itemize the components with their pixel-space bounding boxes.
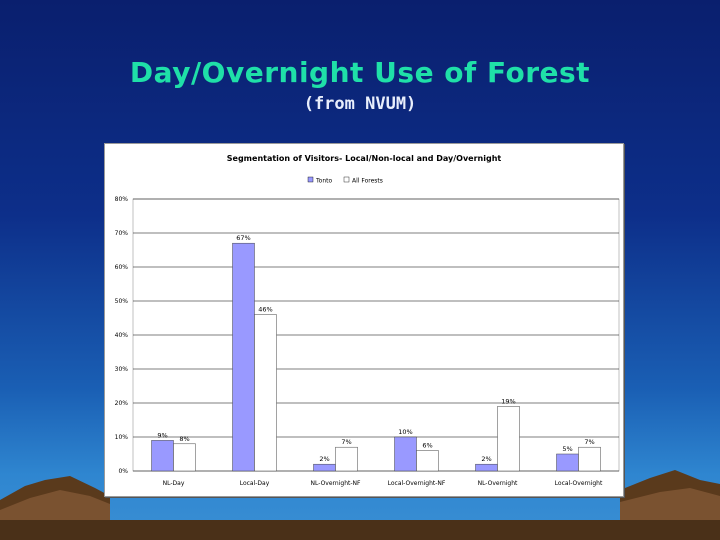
legend-swatch-series2 — [343, 176, 350, 183]
chart-panel: Segmentation of Visitors- Local/Non-loca… — [104, 143, 624, 497]
y-tick-label: 60% — [115, 264, 129, 271]
category-label: NL-Day — [163, 480, 185, 487]
category-label: NL-Overnight — [478, 480, 518, 487]
data-label: 7% — [341, 438, 351, 446]
data-label: 7% — [584, 438, 594, 446]
y-tick-label: 50% — [115, 298, 129, 305]
y-tick-label: 30% — [115, 366, 129, 373]
data-label: 6% — [422, 442, 432, 450]
category-label: Local-Overnight — [555, 480, 603, 487]
data-labels: 9% 8% 67% 46% 2% 7% 10% 6% 2% 19% 5% 7% — [157, 234, 594, 463]
data-label: 67% — [236, 234, 250, 242]
y-tick-label: 0% — [118, 468, 128, 475]
category-label: Local-Day — [240, 480, 270, 487]
data-label: 8% — [179, 435, 189, 443]
gridlines — [133, 198, 619, 472]
slide-title: Day/Overnight Use of Forest — [129, 56, 591, 89]
chart-title: Segmentation of Visitors- Local/Non-loca… — [227, 154, 502, 163]
slide-subtitle: (from NVUM) — [303, 94, 417, 114]
legend-swatch-series1 — [307, 176, 314, 183]
x-axis-categories: NL-Day Local-Day NL-Overnight-NF Local-Over… — [163, 480, 603, 487]
y-axis-ticks: 0% 10% 20% 30% 40% 50% 60% 70% 80% — [115, 196, 129, 475]
data-label: 5% — [562, 445, 572, 453]
bar-series1 — [151, 440, 174, 472]
bar-series1 — [394, 436, 417, 472]
mountain-landscape — [0, 470, 720, 540]
bar-series2 — [497, 406, 520, 472]
y-tick-label: 80% — [115, 196, 129, 203]
y-tick-label: 70% — [115, 230, 129, 237]
bar-series1 — [556, 453, 579, 472]
legend-label-series1: Tonto — [315, 178, 332, 185]
bar-series2 — [416, 450, 439, 472]
y-tick-label: 20% — [115, 400, 129, 407]
bar-series1 — [313, 463, 336, 472]
legend: Tonto All Forests — [307, 176, 383, 185]
data-label: 19% — [501, 397, 515, 405]
bar-series2 — [254, 314, 277, 472]
y-tick-label: 10% — [115, 434, 129, 441]
data-label: 2% — [481, 455, 491, 463]
bar-chart: Segmentation of Visitors- Local/Non-loca… — [115, 154, 620, 487]
data-label: 46% — [258, 306, 272, 314]
category-label: NL-Overnight-NF — [311, 480, 361, 487]
legend-label-series2: All Forests — [352, 178, 383, 185]
y-tick-label: 40% — [115, 332, 129, 339]
bar-series1 — [232, 242, 255, 472]
data-label: 9% — [157, 431, 167, 439]
bar-series2 — [335, 446, 358, 472]
bars — [151, 242, 601, 472]
data-label: 10% — [398, 428, 412, 436]
category-label: Local-Overnight-NF — [388, 480, 446, 487]
bar-series1 — [475, 463, 498, 472]
bar-series2 — [578, 446, 601, 472]
data-label: 2% — [319, 455, 329, 463]
bar-series2 — [173, 443, 196, 472]
